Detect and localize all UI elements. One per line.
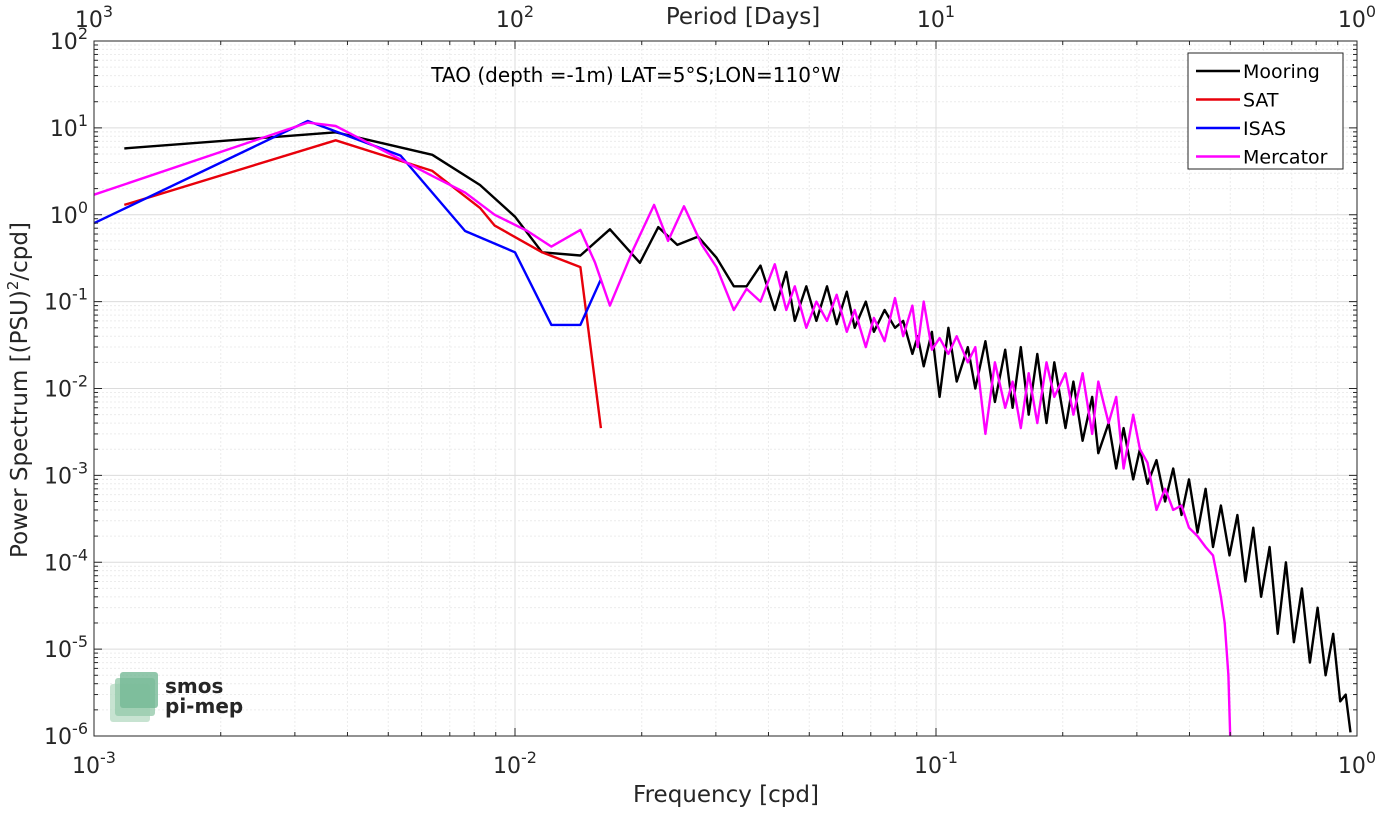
logo-text-smos: smos <box>165 674 223 698</box>
legend-label-isas: ISAS <box>1243 118 1286 140</box>
series-line-mooring <box>124 131 1352 733</box>
y-axis-label-main: Power Spectrum [(PSU) <box>7 290 33 558</box>
top-tick-label: 103 <box>75 2 113 33</box>
y-tick-label: 10-6 <box>44 719 88 750</box>
y-tick-label: 102 <box>50 24 88 55</box>
y-tick-label: 10-1 <box>44 285 88 316</box>
top-tick-label: 101 <box>917 2 955 33</box>
y-axis-label-sup: 2 <box>4 281 22 291</box>
legend-label-sat: SAT <box>1243 90 1279 112</box>
top-tick-label: 100 <box>1338 2 1376 33</box>
x-axis-label: Frequency [cpd] <box>633 782 819 808</box>
logo-text-pi-mep: pi-mep <box>165 694 243 718</box>
legend-label-mooring: Mooring <box>1243 61 1320 83</box>
grid <box>93 41 1357 737</box>
y-tick-label: 101 <box>50 111 88 142</box>
top-axis-label: Period [Days] <box>666 4 820 30</box>
legend: Mooring SAT ISAS Mercator <box>1187 52 1344 170</box>
y-tick-label: 10-2 <box>44 372 88 403</box>
x-tick-label: 10-2 <box>493 748 537 779</box>
top-tick-label: 102 <box>496 2 534 33</box>
x-tick-label: 10-3 <box>72 748 116 779</box>
series-line-isas <box>94 119 602 327</box>
y-tick-label: 10-4 <box>44 545 88 576</box>
y-tick-label: 10-5 <box>44 632 88 663</box>
series-layer <box>94 119 1352 736</box>
legend-label-mercator: Mercator <box>1243 147 1328 169</box>
logo-layer-front <box>120 672 158 708</box>
x-tick-label: 10-1 <box>914 748 958 779</box>
y-tick-label: 10-3 <box>44 458 88 489</box>
x-tick-label: 100 <box>1338 748 1376 779</box>
series-line-mercator <box>94 121 1232 736</box>
series-line-sat <box>123 139 603 429</box>
y-tick-label: 100 <box>50 198 88 229</box>
y-axis-label-tail: /cpd] <box>7 222 33 281</box>
smos-pi-mep-logo: smos pi-mep <box>110 672 243 722</box>
legend-box <box>1187 52 1344 170</box>
y-axis-label: Power Spectrum [(PSU)2/cpd] <box>4 222 33 558</box>
chart-title: TAO (depth =-1m) LAT=5°S;LON=110°W <box>430 63 841 87</box>
